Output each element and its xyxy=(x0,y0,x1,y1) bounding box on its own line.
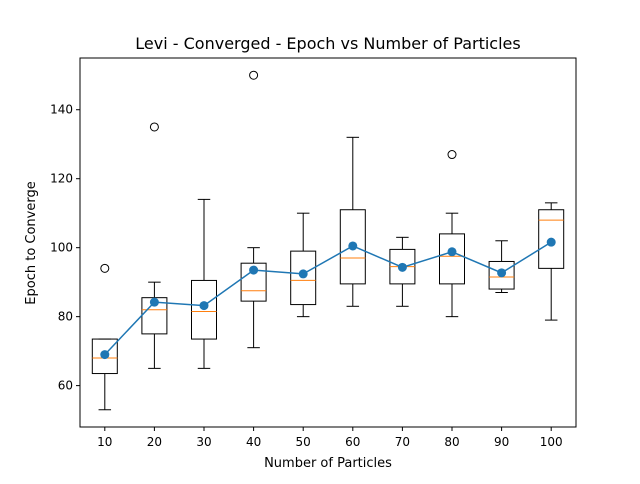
box-90 xyxy=(488,260,515,290)
mean-point-70 xyxy=(397,262,407,272)
mean-point-10 xyxy=(100,350,110,360)
box-100 xyxy=(538,209,565,269)
mean-point-80 xyxy=(447,247,457,257)
x-tick-label-50: 50 xyxy=(296,435,311,449)
x-tick-label-30: 30 xyxy=(196,435,211,449)
mean-line xyxy=(104,241,552,356)
y-axis-label: Epoch to Converge xyxy=(24,181,39,304)
y-tick-label-100: 100 xyxy=(50,241,73,255)
x-tick-label-10: 10 xyxy=(97,435,112,449)
x-tick-label-80: 80 xyxy=(444,435,459,449)
box-60 xyxy=(339,209,366,285)
x-tick-label-100: 100 xyxy=(540,435,563,449)
plot-area: 10 20 30 40 50 60 70 80 90 100 60 80 100 120 140 xyxy=(50,57,577,449)
x-tick-label-20: 20 xyxy=(147,435,162,449)
mean-point-90 xyxy=(497,268,507,278)
x-tick-label-60: 60 xyxy=(345,435,360,449)
outlier-10-0 xyxy=(100,263,110,273)
box-50 xyxy=(290,250,317,306)
x-tick-label-70: 70 xyxy=(395,435,410,449)
outlier-40-0 xyxy=(249,70,259,80)
y-tick-label-80: 80 xyxy=(58,310,73,324)
box-40 xyxy=(240,262,267,302)
outlier-80-0 xyxy=(447,150,457,160)
mean-point-50 xyxy=(298,269,308,279)
x-tick-label-40: 40 xyxy=(246,435,261,449)
mean-point-20 xyxy=(149,297,159,307)
y-tick-label-120: 120 xyxy=(50,172,73,186)
mean-point-30 xyxy=(199,301,209,311)
mean-point-100 xyxy=(546,237,556,247)
y-tick-label-140: 140 xyxy=(50,103,73,117)
x-tick-label-90: 90 xyxy=(494,435,509,449)
mean-point-60 xyxy=(348,241,358,251)
box-80 xyxy=(439,233,465,285)
mean-point-40 xyxy=(249,265,259,275)
chart-title: Levi - Converged - Epoch vs Number of Pa… xyxy=(135,34,520,53)
box-10 xyxy=(91,338,118,375)
x-axis-label: Number of Particles xyxy=(264,456,392,471)
outlier-20-0 xyxy=(149,122,159,132)
plot-frame xyxy=(79,57,577,428)
y-tick-label-60: 60 xyxy=(58,379,73,393)
box-30 xyxy=(191,279,217,340)
